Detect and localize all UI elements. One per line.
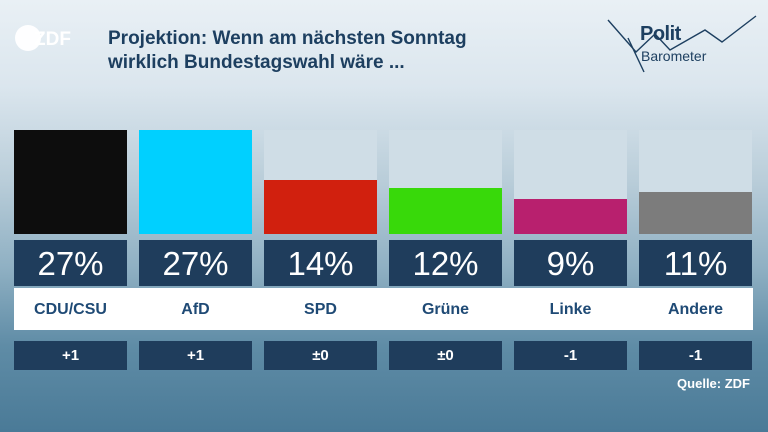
change-label: -1 <box>639 341 752 370</box>
title-line-1: Projektion: Wenn am nächsten Sonntag <box>108 28 467 49</box>
value-label: 9% <box>514 240 627 286</box>
bar <box>14 130 127 234</box>
category-label: Grüne <box>389 288 502 330</box>
category-label: AfD <box>139 288 252 330</box>
category-label: CDU/CSU <box>14 288 127 330</box>
change-label: ±0 <box>264 341 377 370</box>
bar <box>639 192 752 234</box>
category-label: Linke <box>514 288 627 330</box>
brand-barometer: Barometer <box>641 48 707 64</box>
change-label: ±0 <box>389 341 502 370</box>
change-label: +1 <box>14 341 127 370</box>
value-label: 12% <box>389 240 502 286</box>
bar <box>514 199 627 234</box>
bar <box>264 180 377 234</box>
category-label: Andere <box>639 288 752 330</box>
bar <box>389 188 502 234</box>
source-label: Quelle: ZDF <box>677 376 750 391</box>
change-label: -1 <box>514 341 627 370</box>
bar-background <box>514 130 627 234</box>
bar <box>139 130 252 234</box>
category-label: SPD <box>264 288 377 330</box>
brand-polit: Polit <box>640 23 681 45</box>
change-label: +1 <box>139 341 252 370</box>
zdf-logo-text: ZDF <box>34 29 71 50</box>
party-label-band <box>14 288 753 330</box>
bar-background <box>14 130 127 234</box>
value-label: 14% <box>264 240 377 286</box>
politbarometer-logo-graphic <box>607 15 757 73</box>
bar-background <box>389 130 502 234</box>
zdf-logo: ZDF <box>15 25 71 51</box>
bar-background <box>639 130 752 234</box>
title-line-2: wirklich Bundestagswahl wäre ... <box>108 52 405 73</box>
value-label: 27% <box>139 240 252 286</box>
bar-background <box>264 130 377 234</box>
chart-title: Projektion: Wenn am nächsten Sonntag wir… <box>108 27 578 75</box>
value-label: 11% <box>639 240 752 286</box>
value-label: 27% <box>14 240 127 286</box>
bar-background <box>139 130 252 234</box>
